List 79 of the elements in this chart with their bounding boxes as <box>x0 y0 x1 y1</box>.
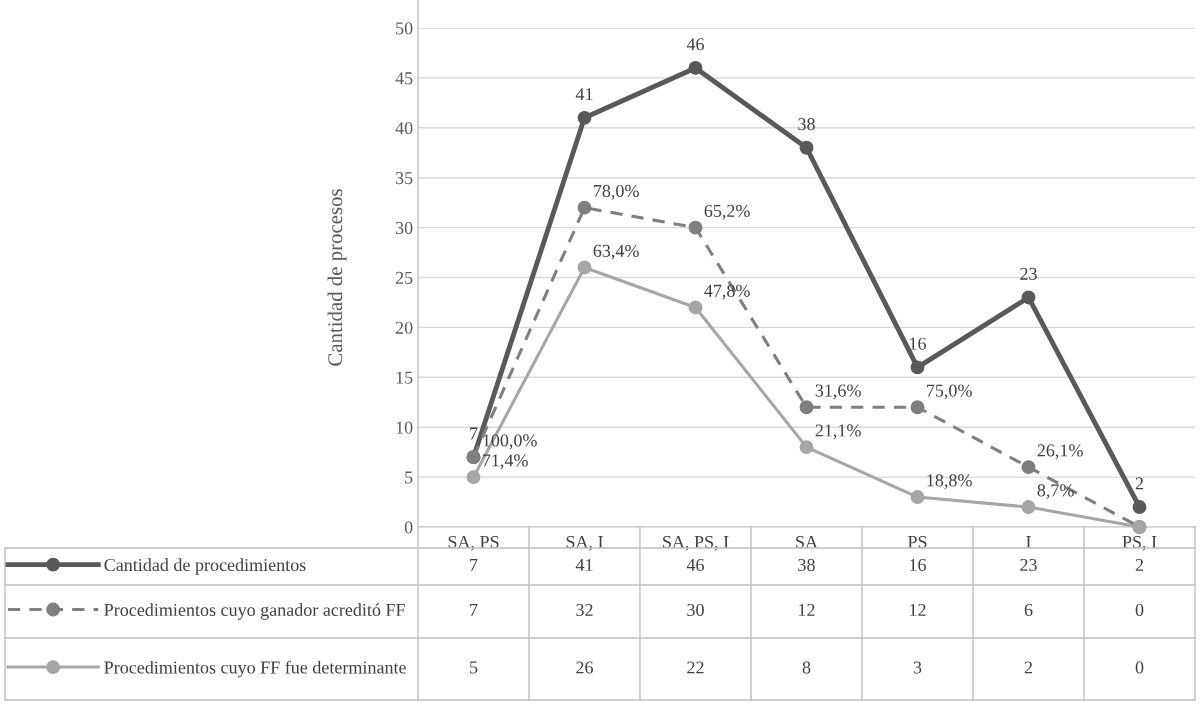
y-tick-label: 30 <box>395 221 413 235</box>
y-tick-label: 25 <box>395 271 413 284</box>
annotation: 8,7% <box>1037 484 1074 500</box>
point <box>688 300 703 315</box>
data-label: 2 <box>1024 661 1033 674</box>
data-label: 38 <box>798 558 815 572</box>
data-label: 0 <box>1135 661 1144 674</box>
y-tick-label: 35 <box>395 172 413 185</box>
data-label: 6 <box>1024 603 1033 617</box>
y-tick-label: 45 <box>395 72 413 85</box>
data-label: 5 <box>470 661 478 674</box>
point <box>577 260 592 275</box>
point <box>1021 460 1036 475</box>
data-label: 2 <box>1135 558 1144 571</box>
data-label: 7 <box>470 559 478 571</box>
y-tick-label: 15 <box>396 371 413 384</box>
data-label: 16 <box>910 558 926 572</box>
annotation: 75,0% <box>927 384 972 400</box>
point <box>1132 500 1147 514</box>
point <box>577 110 592 125</box>
data-label: 7 <box>470 604 478 616</box>
text: 38 <box>798 118 815 131</box>
data-label: 30 <box>687 603 704 617</box>
text: 2 <box>1135 477 1144 490</box>
text: 41 <box>575 88 593 101</box>
data-label: 8 <box>802 661 811 674</box>
x-tick-label: SA <box>796 535 818 549</box>
text: 16 <box>910 337 926 350</box>
annotation: 26,1% <box>1037 444 1083 460</box>
y-axis-title: Cantidad de procesos <box>327 189 347 366</box>
y-tick-label: 40 <box>395 122 413 135</box>
point <box>910 490 925 505</box>
point <box>799 440 814 455</box>
data-label: 41 <box>575 558 593 571</box>
point <box>688 60 703 75</box>
y-tick-label: 10 <box>396 421 413 434</box>
point <box>1021 500 1036 514</box>
data-label: 26 <box>576 661 593 674</box>
point <box>577 200 592 215</box>
y-tick-label: 20 <box>395 321 413 334</box>
x-tick-label: SA, I <box>566 535 603 551</box>
annotation: 65,2% <box>704 204 750 220</box>
annotation: 47,8% <box>704 284 750 300</box>
annotation: 18,8% <box>927 474 972 490</box>
text: 23 <box>1020 267 1037 280</box>
point <box>910 360 925 375</box>
annotation: 71,4% <box>483 454 528 470</box>
point <box>799 400 814 415</box>
x-tick-label: SA, PS, I <box>663 535 729 551</box>
x-tick-label: I <box>1026 536 1031 548</box>
point <box>466 470 481 485</box>
data-label: 46 <box>686 558 704 572</box>
y-tick-label: 50 <box>396 22 413 35</box>
point <box>799 140 814 155</box>
legend-label: Procedimientos cuyo ganador acreditó FF <box>104 603 405 620</box>
data-label: 3 <box>913 661 922 674</box>
annotation: 21,1% <box>815 424 861 440</box>
text: 7 <box>470 427 478 440</box>
annotation: 100,0% <box>483 434 537 450</box>
legend-label: Cantidad de procedimientos <box>104 558 306 575</box>
data-label: 0 <box>1135 603 1144 617</box>
point <box>1021 290 1036 305</box>
x-tick-label: PS <box>907 535 927 549</box>
x-tick-label: SA, PS <box>448 535 499 551</box>
data-label: 32 <box>576 603 593 617</box>
annotation: 63,4% <box>593 244 639 260</box>
point <box>910 400 925 415</box>
annotation: 78,0% <box>594 184 639 200</box>
y-tick-label: 5 <box>405 471 413 484</box>
text: 46 <box>686 38 704 51</box>
point <box>688 220 703 235</box>
legend-label: Procedimientos cuyo FF fue determinante <box>104 660 406 678</box>
data-label: 22 <box>687 661 704 674</box>
data-label: 23 <box>1020 558 1037 572</box>
annotation: 31,6% <box>815 384 861 400</box>
data-label: 12 <box>910 603 926 616</box>
data-label: 12 <box>799 603 815 616</box>
x-tick-label: PS, I <box>1122 535 1157 551</box>
y-tick-label: 0 <box>404 521 413 534</box>
